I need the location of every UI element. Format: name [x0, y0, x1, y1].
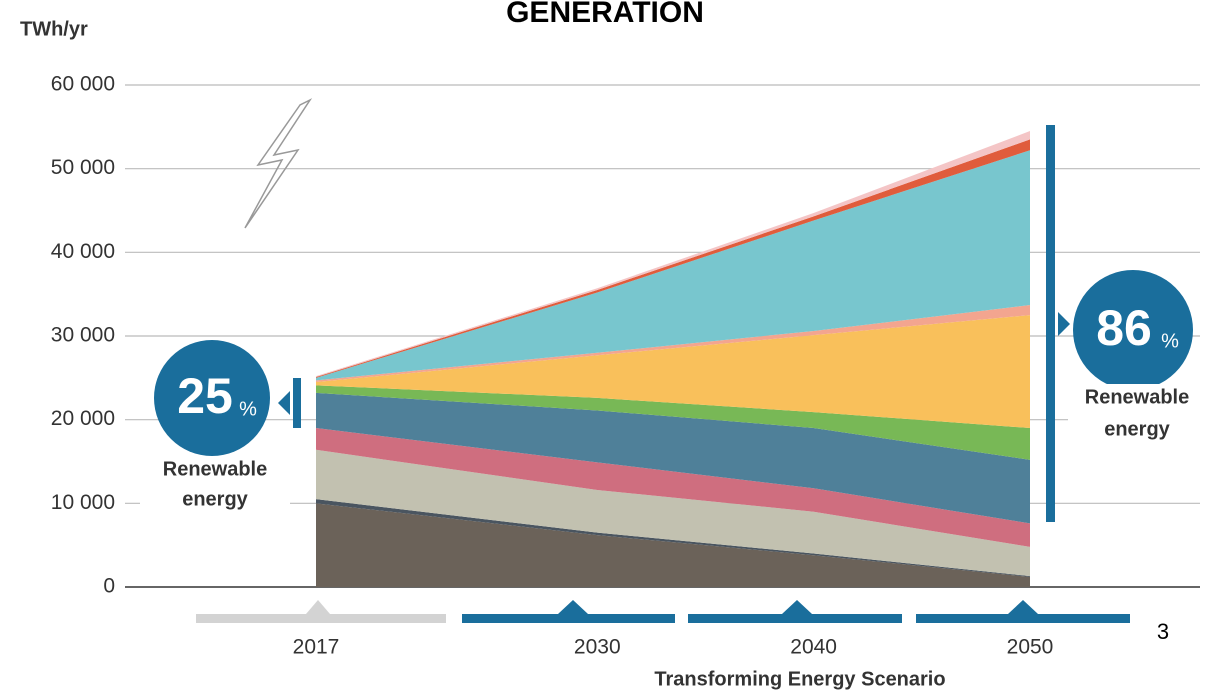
- x-tick-label: 2050: [1007, 636, 1054, 659]
- callout-value: 86: [1096, 300, 1152, 356]
- area: [316, 315, 1030, 429]
- y-tick-label: 10 000: [51, 491, 115, 514]
- callout-label: Renewable: [163, 458, 267, 480]
- callout-label: energy: [1104, 418, 1170, 440]
- area: [316, 499, 1030, 577]
- timeline-bar: [916, 614, 1130, 623]
- timeline-bar: [462, 614, 675, 623]
- callout-unit: %: [1161, 330, 1179, 352]
- timeline-notch: [558, 600, 588, 614]
- callout-circle: [1073, 270, 1193, 390]
- callout-unit: %: [239, 398, 257, 420]
- timeline-bar: [688, 614, 902, 623]
- callout-label: energy: [182, 488, 248, 510]
- y-tick-label: 40 000: [51, 240, 115, 263]
- area: [316, 150, 1030, 381]
- label-bg: [140, 458, 290, 516]
- arrow: [1058, 312, 1070, 336]
- chart-title: GENERATION: [506, 0, 704, 29]
- area: [316, 385, 1030, 460]
- y-axis-label: TWh/yr: [20, 18, 88, 40]
- x-tick-label: 2030: [574, 636, 621, 659]
- area: [316, 449, 1030, 577]
- arrow: [278, 391, 290, 415]
- callout-value: 25: [177, 368, 233, 424]
- lightning-icon: [244, 98, 313, 229]
- timeline-bar: [196, 614, 446, 623]
- x-axis-label: Transforming Energy Scenario: [654, 668, 945, 690]
- bracket: [293, 378, 301, 428]
- page-number: 3: [1157, 619, 1169, 644]
- callout-label: Renewable: [1085, 386, 1189, 408]
- areas: [316, 131, 1030, 587]
- area: [316, 305, 1030, 383]
- area: [316, 392, 1030, 524]
- bracket: [1046, 125, 1055, 522]
- x-tick-label: 2017: [293, 636, 340, 659]
- y-tick-label: 60 000: [51, 73, 115, 96]
- y-tick-label: 20 000: [51, 407, 115, 430]
- timeline-notch: [306, 600, 330, 614]
- x-tick-label: 2040: [790, 636, 837, 659]
- timeline-notch: [1008, 600, 1038, 614]
- label-bg: [1068, 384, 1208, 444]
- timeline-notch: [782, 600, 812, 614]
- area: [316, 428, 1030, 547]
- y-tick-label: 30 000: [51, 324, 115, 347]
- callout-circle: [154, 340, 270, 456]
- y-tick-label: 0: [103, 575, 115, 598]
- y-tick-label: 50 000: [51, 156, 115, 179]
- area: [316, 503, 1030, 587]
